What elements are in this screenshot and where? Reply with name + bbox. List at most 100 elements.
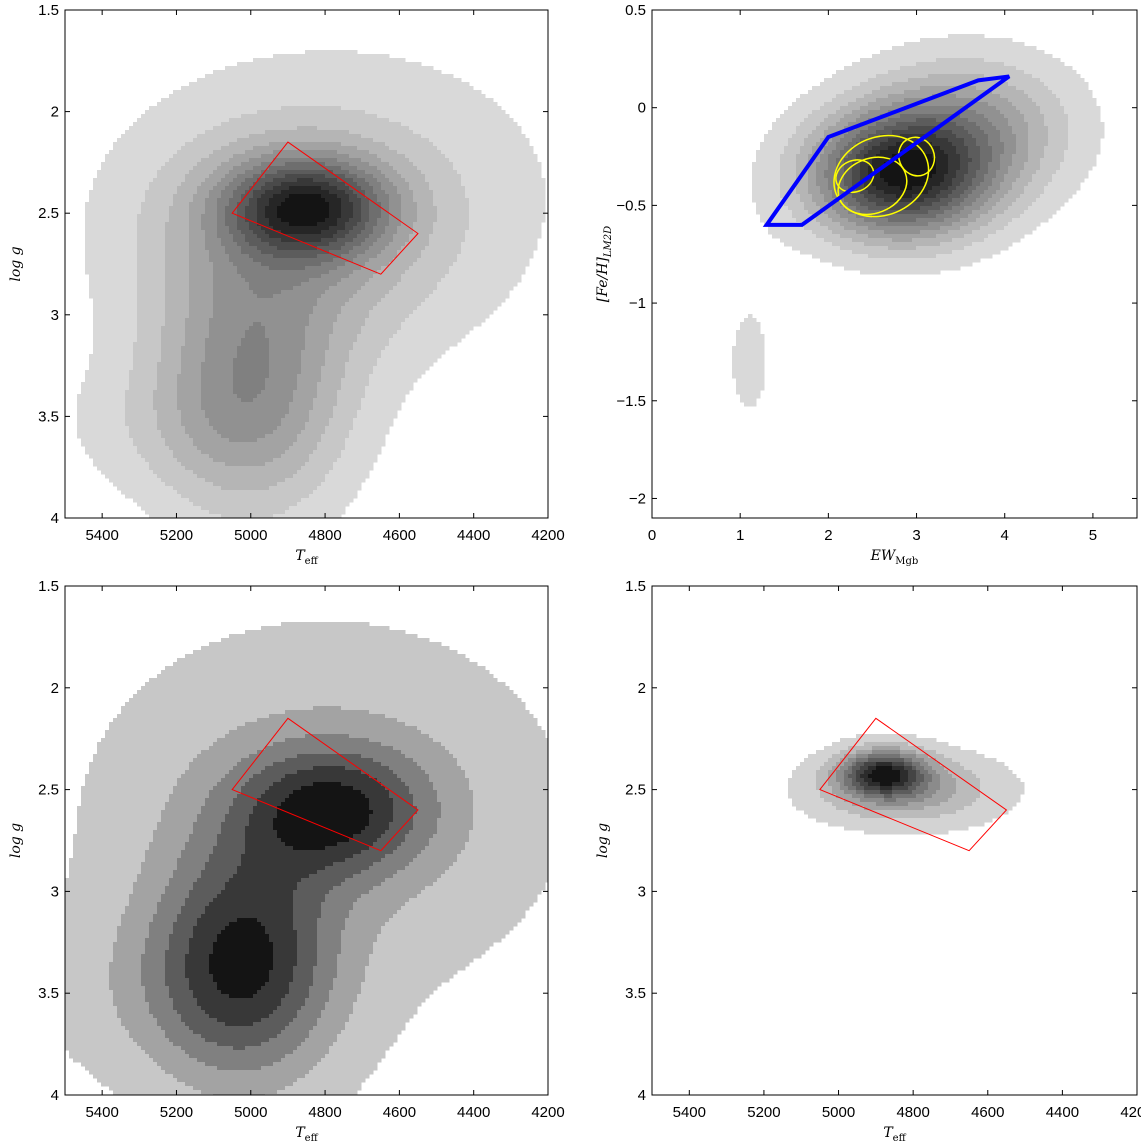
contour-cell bbox=[385, 186, 390, 191]
contour-cell bbox=[477, 222, 482, 227]
contour-cell bbox=[337, 146, 342, 151]
contour-cell bbox=[333, 54, 338, 59]
contour-cell bbox=[401, 186, 406, 191]
contour-cell bbox=[261, 242, 266, 247]
contour-cell bbox=[381, 174, 386, 179]
contour-cell bbox=[269, 110, 274, 115]
contour-cell bbox=[413, 98, 418, 103]
contour-cell bbox=[297, 74, 302, 79]
contour-cell bbox=[453, 234, 458, 239]
contour-cell bbox=[445, 90, 450, 95]
contour-cell bbox=[321, 82, 326, 87]
contour-cell bbox=[365, 146, 370, 151]
contour-cell bbox=[449, 130, 454, 135]
contour-cell bbox=[141, 158, 146, 163]
contour-cell bbox=[201, 142, 206, 147]
contour-cell bbox=[409, 94, 414, 99]
contour-cell bbox=[209, 90, 214, 95]
contour-cell bbox=[269, 102, 274, 107]
contour-cell bbox=[317, 86, 322, 91]
contour-cell bbox=[117, 166, 122, 171]
contour-cell bbox=[361, 254, 366, 259]
contour-cell bbox=[357, 226, 362, 231]
contour-cell bbox=[405, 138, 410, 143]
contour-cell bbox=[197, 178, 202, 183]
contour-cell bbox=[389, 174, 394, 179]
contour-cell bbox=[425, 226, 430, 231]
contour-cell bbox=[481, 210, 486, 215]
contour-cell bbox=[329, 202, 334, 207]
contour-cell bbox=[313, 190, 318, 195]
contour-cell bbox=[397, 154, 402, 159]
contour-cell bbox=[413, 194, 418, 199]
contour-cell bbox=[249, 134, 254, 139]
contour-cell bbox=[301, 82, 306, 87]
contour-cell bbox=[265, 194, 270, 199]
contour-cell bbox=[241, 214, 246, 219]
contour-cell bbox=[513, 254, 518, 259]
contour-cell bbox=[465, 110, 470, 115]
contour-cell bbox=[309, 50, 314, 55]
contour-cell bbox=[245, 182, 250, 187]
contour-cell bbox=[229, 86, 234, 91]
contour-cell bbox=[185, 170, 190, 175]
contour-cell bbox=[185, 230, 190, 235]
contour-cell bbox=[221, 78, 226, 83]
contour-cell bbox=[289, 82, 294, 87]
contour-cell bbox=[181, 218, 186, 223]
contour-cell bbox=[329, 134, 334, 139]
contour-cell bbox=[153, 258, 158, 263]
contour-cell bbox=[445, 214, 450, 219]
contour-cell bbox=[281, 166, 286, 171]
contour-cell bbox=[409, 146, 414, 151]
contour-cell bbox=[497, 162, 502, 167]
contour-cell bbox=[225, 134, 230, 139]
contour-cell bbox=[85, 226, 90, 231]
contour-cell bbox=[273, 230, 278, 235]
contour-cell bbox=[401, 86, 406, 91]
contour-cell bbox=[225, 174, 230, 179]
contour-cell bbox=[213, 182, 218, 187]
contour-cell bbox=[165, 222, 170, 227]
contour-cell bbox=[109, 214, 114, 219]
contour-cell bbox=[521, 254, 526, 259]
contour-cell bbox=[501, 254, 506, 259]
contour-cell bbox=[149, 218, 154, 223]
contour-cell bbox=[161, 174, 166, 179]
contour-cell bbox=[365, 62, 370, 67]
contour-cell bbox=[521, 178, 526, 183]
contour-cell bbox=[289, 210, 294, 215]
contour-cell bbox=[277, 66, 282, 71]
contour-cell bbox=[489, 166, 494, 171]
contour-cell bbox=[385, 242, 390, 247]
contour-cell bbox=[357, 98, 362, 103]
contour-cell bbox=[297, 206, 302, 211]
contour-cell bbox=[437, 118, 442, 123]
contour-cell bbox=[253, 210, 258, 215]
contour-cell bbox=[429, 206, 434, 211]
contour-cell bbox=[525, 214, 530, 219]
contour-cell bbox=[421, 202, 426, 207]
contour-cell bbox=[373, 186, 378, 191]
contour-cell bbox=[221, 230, 226, 235]
contour-cell bbox=[281, 182, 286, 187]
contour-cell bbox=[353, 250, 358, 255]
contour-cell bbox=[133, 134, 138, 139]
contour-cell bbox=[373, 126, 378, 131]
contour-cell bbox=[229, 214, 234, 219]
contour-cell bbox=[485, 166, 490, 171]
contour-cell bbox=[381, 110, 386, 115]
contour-cell bbox=[313, 198, 318, 203]
contour-cell bbox=[405, 246, 410, 251]
contour-cell bbox=[405, 62, 410, 67]
contour-cell bbox=[269, 170, 274, 175]
contour-cell bbox=[309, 86, 314, 91]
contour-cell bbox=[413, 162, 418, 167]
contour-cell bbox=[425, 254, 430, 259]
contour-cell bbox=[173, 98, 178, 103]
contour-cell bbox=[269, 62, 274, 67]
contour-cell bbox=[345, 254, 350, 259]
contour-cell bbox=[321, 150, 326, 155]
contour-cell bbox=[157, 110, 162, 115]
contour-cell bbox=[269, 186, 274, 191]
